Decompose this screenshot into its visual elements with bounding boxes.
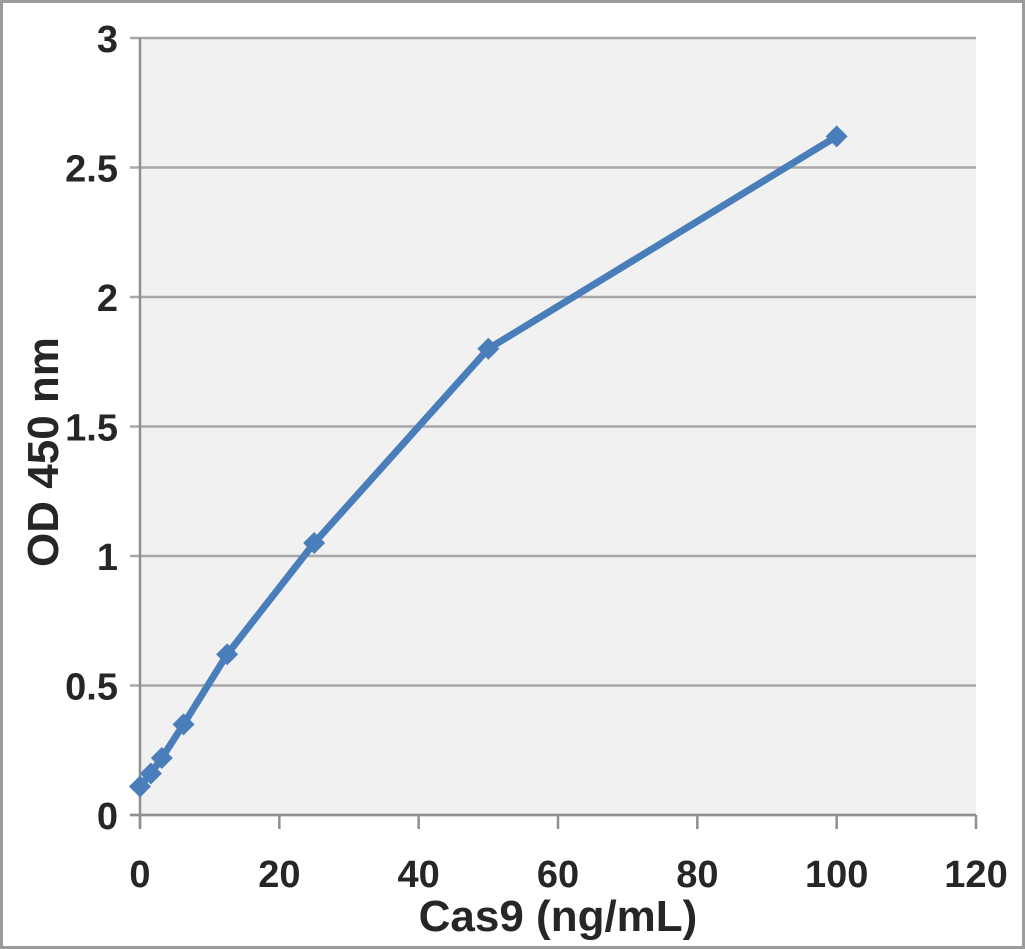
y-tick-label: 3 bbox=[97, 19, 118, 61]
data-point-marker bbox=[303, 532, 326, 555]
x-axis-title: Cas9 (ng/mL) bbox=[419, 892, 698, 941]
data-point-marker bbox=[129, 775, 151, 798]
data-point-marker bbox=[825, 125, 848, 148]
y-tick-label: 2 bbox=[97, 278, 118, 320]
data-point-marker bbox=[172, 713, 195, 736]
tick-label-layer: 0 0.5 1 1.5 2 2.5 3 0 20 40 60 80 100 120 bbox=[65, 19, 1008, 896]
x-tick-label: 20 bbox=[258, 854, 300, 896]
x-tick-label: 100 bbox=[805, 854, 868, 896]
x-tick-label: 0 bbox=[129, 854, 150, 896]
x-tick-label: 40 bbox=[398, 854, 440, 896]
data-point-marker bbox=[216, 643, 239, 666]
data-series-layer bbox=[129, 125, 848, 798]
x-tick-label: 60 bbox=[537, 854, 579, 896]
axis-layer bbox=[130, 38, 978, 829]
x-tick-label: 120 bbox=[944, 854, 1007, 896]
y-tick-label: 1 bbox=[97, 537, 118, 579]
x-tick-label: 80 bbox=[676, 854, 718, 896]
y-tick-label: 1.5 bbox=[65, 408, 118, 450]
y-tick-label: 0.5 bbox=[65, 667, 118, 709]
y-tick-label: 2.5 bbox=[65, 149, 118, 191]
data-point-marker bbox=[150, 747, 173, 770]
data-point-marker bbox=[477, 337, 500, 360]
y-tick-label: 0 bbox=[97, 796, 118, 838]
y-axis-title: OD 450 nm bbox=[19, 337, 68, 567]
data-point-marker bbox=[139, 762, 162, 785]
